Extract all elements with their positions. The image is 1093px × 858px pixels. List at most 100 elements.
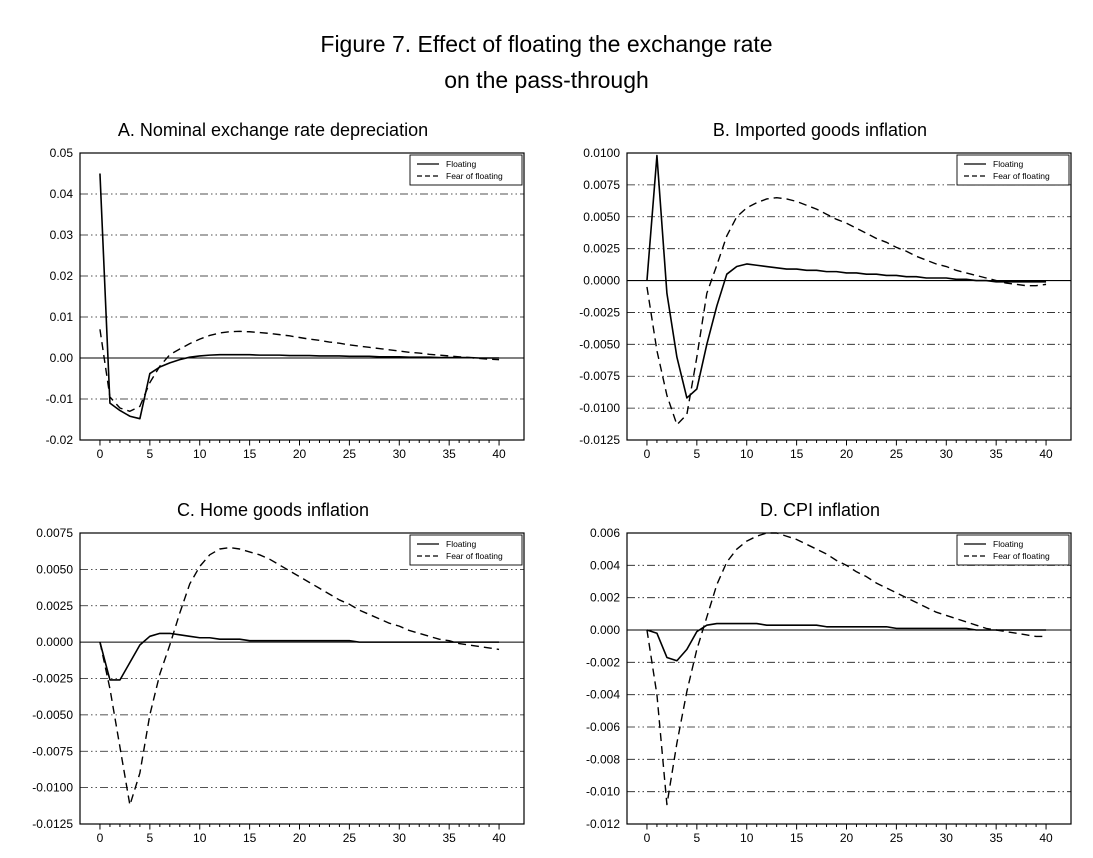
figure-title-line2: on the pass-through [444,67,649,93]
x-tick-label: 25 [890,447,904,461]
x-tick-label: 35 [989,831,1003,845]
y-tick-label: 0.05 [50,146,74,160]
x-tick-label: 10 [740,831,754,845]
chart-a-canvas: -0.02 -0.01 0.00 0.01 0.02 0.03 0.04 0.05 0 5 10 15… [46,146,525,461]
x-tick-label: 25 [890,831,904,845]
figure-title-line1: Figure 7. Effect of floating the exchang… [320,31,773,57]
x-tick-label: 15 [790,447,804,461]
x-tick-label: 35 [442,447,456,461]
x-tick-label: 15 [790,831,804,845]
chart-c-canvas: -0.0125 -0.0100 -0.0075 -0.0050 -0.0025 0.000… [32,526,525,845]
chart-panel-a: A. Nominal exchange rate depreciation -0… [0,120,546,474]
y-tick-label: 0.0050 [36,562,73,576]
legend-label: Floating [446,159,477,169]
plot-frame [79,152,525,441]
legend-label: Floating [993,159,1024,169]
legend-label: Fear of floating [446,171,503,181]
plot-frame [79,532,525,825]
chart-c-title: C. Home goods inflation [176,500,370,520]
chart-panel-d: D. CPI inflation -0.012 -0.010 -0.008 -0.00… [547,500,1093,858]
x-tick-label: 20 [840,831,854,845]
series-floating [99,632,500,681]
chart-d-title: D. CPI inflation [759,500,881,520]
y-tick-label: 0.0000 [36,635,73,649]
x-tick-label: 40 [492,831,506,845]
x-tick-label: 40 [492,447,506,461]
y-tick-label: 0.04 [50,187,74,201]
x-tick-label: 40 [1039,447,1053,461]
x-tick-label: 35 [989,447,1003,461]
y-tick-label: 0.0050 [583,210,620,224]
y-tick-label: -0.010 [586,785,620,799]
y-tick-label: -0.0050 [32,708,73,722]
x-tick-label: 0 [97,831,104,845]
y-tick-label: -0.0075 [32,744,73,758]
x-tick-label: 10 [193,447,207,461]
y-tick-label: 0.0025 [583,242,620,256]
y-tick-label: 0.0025 [36,599,73,613]
legend-label: Fear of floating [446,551,503,561]
chart-d-canvas: -0.012 -0.010 -0.008 -0.006 -0.004 -0.002 0.00… [586,526,1072,845]
y-tick-label: 0.03 [50,228,74,242]
y-tick-label: -0.008 [586,752,620,766]
legend-box [956,154,1070,186]
chart-panel-c: C. Home goods inflation -0.0125 -0.0100 -0… [0,500,546,858]
figure-title: Figure 7. Effect of floating the exchang… [0,26,1093,98]
x-tick-label: 20 [293,447,307,461]
legend-label: Fear of floating [993,171,1050,181]
series-floating [646,622,1047,662]
y-tick-label: -0.0100 [32,781,73,795]
y-tick-label: -0.0025 [32,672,73,686]
y-tick-label: -0.0125 [579,433,620,447]
x-tick-label: 20 [293,831,307,845]
x-tick-label: 0 [644,831,651,845]
y-tick-label: -0.006 [586,720,620,734]
y-tick-label: 0.0075 [36,526,73,540]
y-tick-label: 0.0100 [583,146,620,160]
y-tick-label: 0.0075 [583,178,620,192]
x-tick-label: 15 [243,447,257,461]
chart-panel-b: B. Imported goods inflation -0.0125 -0.01… [547,120,1093,474]
x-tick-label: 5 [693,831,700,845]
series-fear-of-floating [99,546,500,806]
x-tick-label: 5 [146,831,153,845]
x-tick-label: 30 [393,831,407,845]
x-tick-label: 5 [146,447,153,461]
y-tick-label: 0.00 [50,351,74,365]
y-tick-label: -0.0125 [32,817,73,831]
chart-a-title: A. Nominal exchange rate depreciation [117,120,429,140]
legend-label: Fear of floating [993,551,1050,561]
y-tick-label: 0.006 [590,526,620,540]
legend-box [409,534,523,566]
y-tick-label: -0.0050 [579,337,620,351]
y-tick-label: -0.02 [46,433,74,447]
x-tick-label: 30 [393,447,407,461]
chart-b-title: B. Imported goods inflation [712,120,928,140]
y-tick-label: 0.004 [590,558,620,572]
x-tick-label: 20 [840,447,854,461]
x-tick-label: 25 [343,447,357,461]
y-tick-label: 0.002 [590,591,620,605]
x-tick-label: 30 [940,447,954,461]
x-tick-label: 10 [740,447,754,461]
series-fear-of-floating [646,532,1047,806]
y-tick-label: 0.0000 [583,274,620,288]
legend-box [409,154,523,186]
x-tick-label: 15 [243,831,257,845]
x-tick-label: 25 [343,831,357,845]
x-tick-label: 40 [1039,831,1053,845]
y-tick-label: -0.002 [586,655,620,669]
y-tick-label: -0.0075 [579,369,620,383]
series-fear-of-floating [99,329,500,412]
chart-b-canvas: -0.0125 -0.0100 -0.0075 -0.0050 -0.0025 0.000… [579,146,1072,461]
series-fear-of-floating [646,196,1047,426]
plot-frame [626,152,1072,441]
y-tick-label: -0.0025 [579,305,620,319]
series-floating [99,173,500,420]
x-tick-label: 35 [442,831,456,845]
y-tick-label: 0.000 [590,623,620,637]
legend-label: Floating [993,539,1024,549]
x-tick-label: 0 [644,447,651,461]
y-tick-label: -0.012 [586,817,620,831]
